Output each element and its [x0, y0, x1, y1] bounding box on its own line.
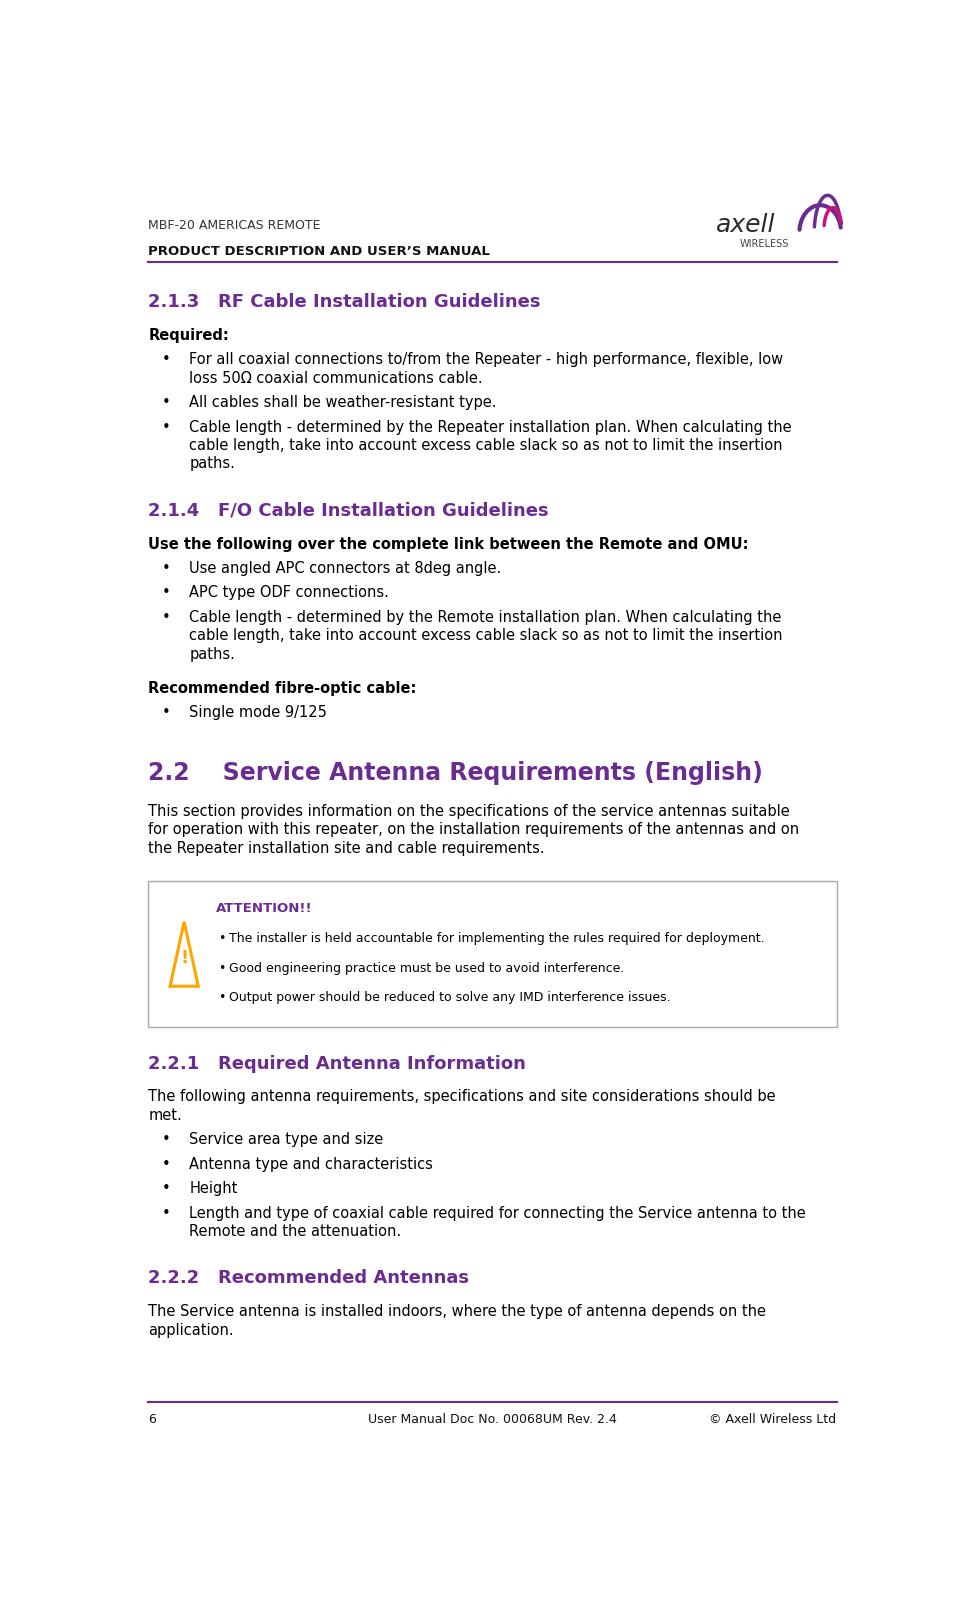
Text: Service area type and size: Service area type and size [189, 1133, 383, 1147]
Text: Antenna type and characteristics: Antenna type and characteristics [189, 1157, 433, 1172]
FancyBboxPatch shape [148, 881, 837, 1027]
Text: PRODUCT DESCRIPTION AND USER’S MANUAL: PRODUCT DESCRIPTION AND USER’S MANUAL [148, 244, 490, 257]
Text: Use angled APC connectors at 8deg angle.: Use angled APC connectors at 8deg angle. [189, 561, 502, 575]
Text: the Repeater installation site and cable requirements.: the Repeater installation site and cable… [148, 840, 545, 857]
Text: •: • [161, 1157, 171, 1172]
Text: Single mode 9/125: Single mode 9/125 [189, 705, 328, 720]
Text: Cable length - determined by the Repeater installation plan. When calculating th: Cable length - determined by the Repeate… [189, 419, 792, 434]
Text: application.: application. [148, 1323, 234, 1337]
Text: 2.1.3   RF Cable Installation Guidelines: 2.1.3 RF Cable Installation Guidelines [148, 292, 541, 312]
Text: •: • [161, 585, 171, 601]
Text: 2.2.1   Required Antenna Information: 2.2.1 Required Antenna Information [148, 1054, 527, 1072]
Text: paths.: paths. [189, 646, 235, 662]
Text: Output power should be reduced to solve any IMD interference issues.: Output power should be reduced to solve … [229, 992, 671, 1004]
Text: cable length, take into account excess cable slack so as not to limit the insert: cable length, take into account excess c… [189, 628, 783, 643]
Text: met.: met. [148, 1107, 183, 1123]
Text: MBF-20 AMERICAS REMOTE: MBF-20 AMERICAS REMOTE [148, 219, 321, 231]
Text: For all coaxial connections to/from the Repeater - high performance, flexible, l: For all coaxial connections to/from the … [189, 352, 783, 368]
Text: 6: 6 [148, 1413, 157, 1425]
Text: •: • [161, 1181, 171, 1196]
Text: ATTENTION!!: ATTENTION!! [215, 903, 312, 916]
Text: Height: Height [189, 1181, 237, 1196]
Text: •: • [218, 932, 225, 945]
Text: The following antenna requirements, specifications and site considerations shoul: The following antenna requirements, spec… [148, 1090, 776, 1104]
Text: •: • [161, 561, 171, 575]
Text: The installer is held accountable for implementing the rules required for deploy: The installer is held accountable for im… [229, 932, 765, 945]
Text: paths.: paths. [189, 456, 235, 471]
Text: WIRELESS: WIRELESS [740, 238, 789, 249]
Text: 2.1.4   F/O Cable Installation Guidelines: 2.1.4 F/O Cable Installation Guidelines [148, 501, 549, 519]
Text: Use the following over the complete link between the Remote and OMU:: Use the following over the complete link… [148, 537, 749, 551]
Text: •: • [161, 705, 171, 720]
Text: Required:: Required: [148, 328, 229, 342]
Text: !: ! [180, 950, 188, 967]
Text: Recommended fibre-optic cable:: Recommended fibre-optic cable: [148, 681, 417, 696]
Text: •: • [161, 352, 171, 368]
Text: The Service antenna is installed indoors, where the type of antenna depends on t: The Service antenna is installed indoors… [148, 1305, 767, 1319]
Text: User Manual Doc No. 00068UM Rev. 2.4: User Manual Doc No. 00068UM Rev. 2.4 [368, 1413, 617, 1425]
Text: Good engineering practice must be used to avoid interference.: Good engineering practice must be used t… [229, 961, 625, 975]
Text: •: • [161, 1205, 171, 1221]
Text: Remote and the attenuation.: Remote and the attenuation. [189, 1225, 402, 1239]
Text: This section provides information on the specifications of the service antennas : This section provides information on the… [148, 804, 790, 820]
Text: Length and type of coaxial cable required for connecting the Service antenna to : Length and type of coaxial cable require… [189, 1205, 806, 1221]
Text: 2.2.2   Recommended Antennas: 2.2.2 Recommended Antennas [148, 1270, 469, 1287]
Text: •: • [161, 395, 171, 410]
Text: •: • [218, 961, 225, 975]
Text: © Axell Wireless Ltd: © Axell Wireless Ltd [709, 1413, 837, 1425]
Text: cable length, take into account excess cable slack so as not to limit the insert: cable length, take into account excess c… [189, 439, 783, 453]
Text: •: • [218, 992, 225, 1004]
Text: •: • [161, 611, 171, 625]
Text: •: • [161, 419, 171, 434]
Text: loss 50Ω coaxial communications cable.: loss 50Ω coaxial communications cable. [189, 371, 483, 386]
Text: Cable length - determined by the Remote installation plan. When calculating the: Cable length - determined by the Remote … [189, 611, 781, 625]
Text: 2.2    Service Antenna Requirements (English): 2.2 Service Antenna Requirements (Englis… [148, 760, 763, 784]
Text: axell: axell [716, 212, 776, 236]
Text: All cables shall be weather-resistant type.: All cables shall be weather-resistant ty… [189, 395, 497, 410]
Text: for operation with this repeater, on the installation requirements of the antenn: for operation with this repeater, on the… [148, 823, 800, 837]
Text: APC type ODF connections.: APC type ODF connections. [189, 585, 389, 601]
Text: •: • [161, 1133, 171, 1147]
